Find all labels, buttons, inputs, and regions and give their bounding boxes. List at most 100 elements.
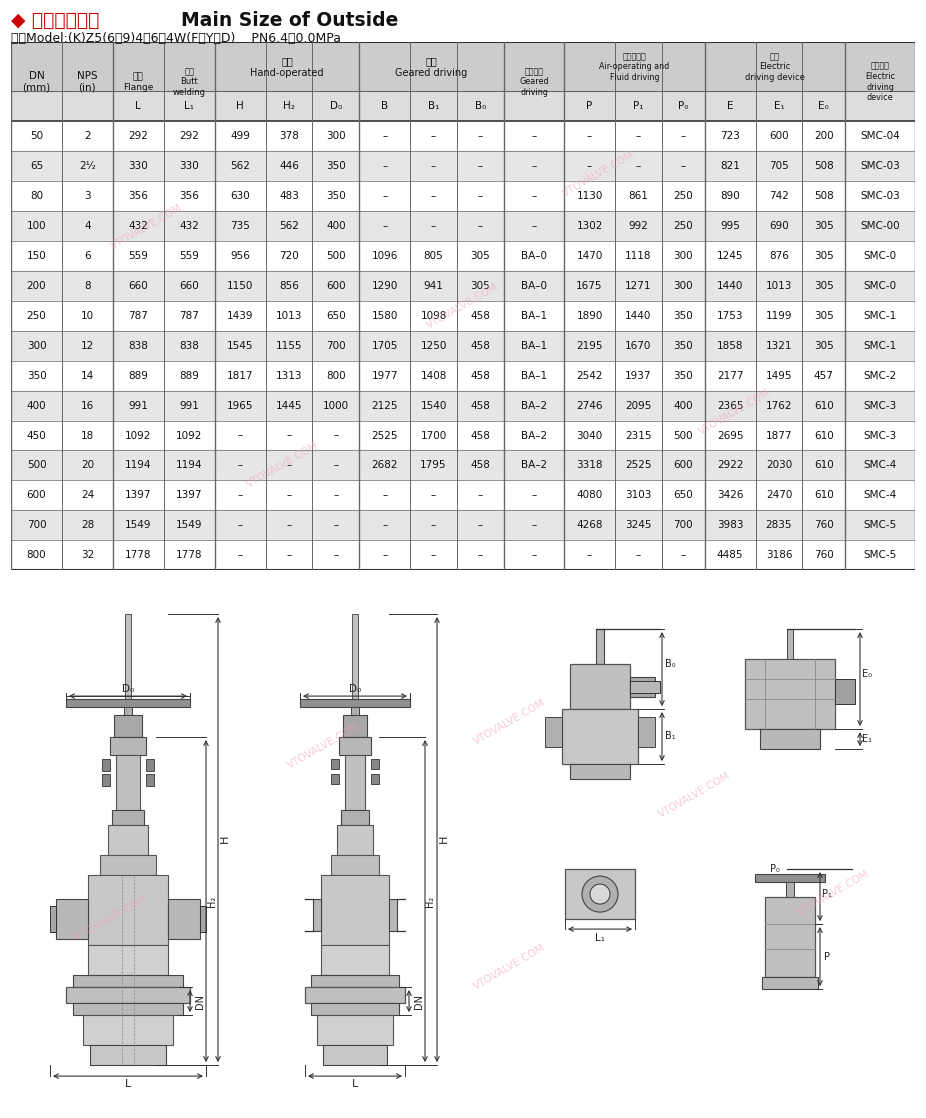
Text: 432: 432 (129, 221, 148, 231)
Text: H: H (220, 835, 230, 843)
Bar (570, 764, 630, 779)
Text: SMC-4: SMC-4 (863, 461, 896, 471)
Text: VTOVALVE.COM: VTOVALVE.COM (657, 770, 732, 819)
Text: 3186: 3186 (766, 550, 793, 560)
Text: –: – (333, 461, 338, 471)
Text: 3318: 3318 (576, 461, 603, 471)
Text: 1096: 1096 (371, 252, 398, 260)
Text: SMC-4: SMC-4 (863, 491, 896, 501)
Text: 100: 100 (27, 221, 46, 231)
Text: VTOVALVE.COM: VTOVALVE.COM (286, 721, 362, 770)
Text: VTOVALVE.COM: VTOVALVE.COM (425, 282, 501, 331)
Text: L: L (125, 1079, 131, 1089)
Text: –: – (478, 161, 483, 171)
Text: BA–1: BA–1 (521, 371, 547, 381)
Text: 483: 483 (279, 191, 299, 201)
Text: BA–1: BA–1 (521, 311, 547, 321)
Text: 305: 305 (814, 252, 833, 260)
Text: 705: 705 (770, 161, 789, 171)
Text: 2922: 2922 (717, 461, 744, 471)
Bar (760, 729, 820, 749)
Text: 24: 24 (81, 491, 94, 501)
Bar (125, 614, 131, 704)
Bar (88, 875, 168, 945)
Text: –: – (286, 520, 292, 530)
Bar (630, 678, 655, 698)
Text: 992: 992 (629, 221, 648, 231)
Text: 600: 600 (770, 131, 789, 141)
Text: 气动、液动
Air-operating and
Fluid driving: 气动、液动 Air-operating and Fluid driving (599, 53, 669, 82)
Text: –: – (681, 131, 686, 141)
Text: L: L (352, 1079, 358, 1089)
Text: 1290: 1290 (371, 281, 398, 291)
Text: 1397: 1397 (176, 491, 203, 501)
Text: 350: 350 (326, 161, 345, 171)
Text: 2835: 2835 (766, 520, 793, 530)
Text: SMC-3: SMC-3 (863, 430, 896, 440)
Text: 4485: 4485 (717, 550, 744, 560)
Text: SMC-0: SMC-0 (864, 252, 896, 260)
Bar (311, 975, 399, 987)
Bar (323, 1045, 387, 1065)
Text: BA–2: BA–2 (521, 400, 547, 410)
Text: 1675: 1675 (576, 281, 603, 291)
Text: 1302: 1302 (576, 221, 603, 231)
Text: 2470: 2470 (766, 491, 792, 501)
Text: DN: DN (414, 994, 424, 1008)
Bar (102, 774, 110, 786)
Text: P₁: P₁ (633, 102, 644, 112)
Bar (112, 811, 144, 825)
Bar (389, 899, 397, 931)
Bar (565, 869, 635, 919)
Bar (116, 755, 140, 811)
Bar (83, 1015, 173, 1045)
Text: 690: 690 (770, 221, 789, 231)
Text: –: – (478, 131, 483, 141)
Text: –: – (382, 491, 387, 501)
Text: L₁: L₁ (595, 934, 605, 944)
Polygon shape (11, 331, 915, 361)
Text: 1549: 1549 (125, 520, 152, 530)
Text: 400: 400 (27, 400, 46, 410)
Text: 2177: 2177 (717, 371, 744, 381)
Text: –: – (532, 191, 536, 201)
Text: 458: 458 (470, 430, 491, 440)
Text: VTOVALVE.COM: VTOVALVE.COM (73, 893, 149, 942)
Text: 805: 805 (424, 252, 444, 260)
Text: 350: 350 (673, 341, 694, 351)
Bar (88, 945, 168, 975)
Text: 1817: 1817 (227, 371, 254, 381)
Text: 电动
Electric
driving device: 电动 Electric driving device (745, 53, 805, 82)
Circle shape (582, 877, 618, 912)
Text: 1890: 1890 (576, 311, 603, 321)
Text: 458: 458 (470, 461, 491, 471)
Text: 28: 28 (81, 520, 94, 530)
Bar (50, 906, 56, 932)
Text: –: – (431, 520, 436, 530)
Text: SMC-3: SMC-3 (863, 400, 896, 410)
Text: –: – (532, 520, 536, 530)
Text: SMC-5: SMC-5 (863, 550, 896, 560)
Text: L: L (135, 102, 141, 112)
Text: 1762: 1762 (766, 400, 793, 410)
Text: 200: 200 (27, 281, 46, 291)
Text: 562: 562 (231, 161, 250, 171)
Text: 1445: 1445 (276, 400, 302, 410)
Text: 378: 378 (279, 131, 299, 141)
Text: 1271: 1271 (625, 281, 652, 291)
Text: 1155: 1155 (276, 341, 302, 351)
Text: P₁: P₁ (822, 889, 832, 899)
Text: 700: 700 (673, 520, 693, 530)
Text: 1440: 1440 (717, 281, 744, 291)
Text: 2695: 2695 (717, 430, 744, 440)
Text: 350: 350 (673, 371, 694, 381)
Text: H: H (439, 835, 449, 843)
Text: D₀: D₀ (349, 684, 361, 694)
Text: –: – (333, 491, 338, 501)
Text: 305: 305 (814, 221, 833, 231)
Polygon shape (11, 510, 915, 540)
Text: 3245: 3245 (625, 520, 652, 530)
Text: –: – (286, 491, 292, 501)
Text: 559: 559 (180, 252, 199, 260)
Text: L₁: L₁ (184, 102, 194, 112)
